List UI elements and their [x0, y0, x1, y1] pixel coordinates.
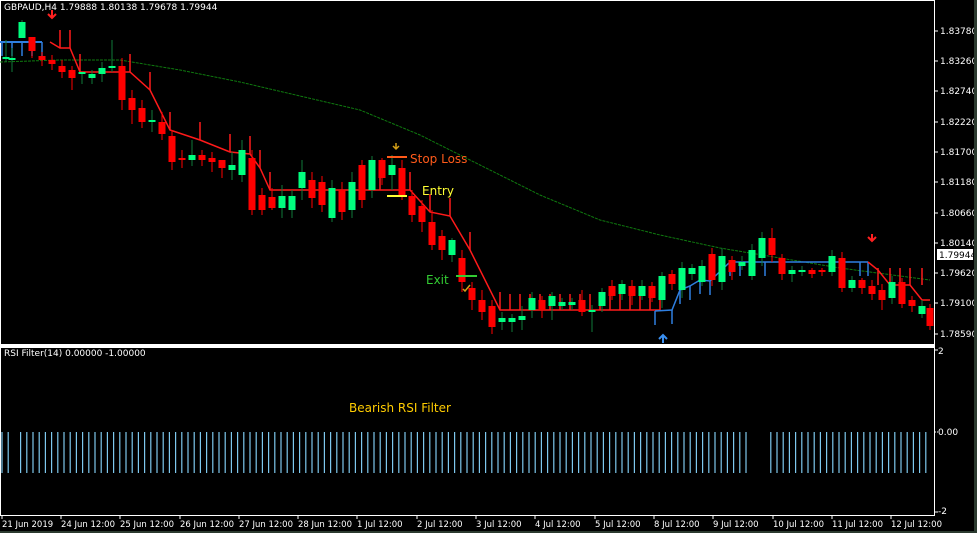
time-label: 21 Jun 2019: [2, 520, 53, 530]
bearish-rsi-annotation: Bearish RSI Filter: [349, 401, 451, 415]
buy-arrow-icon: [658, 333, 668, 343]
current-price-label: 1.79944: [939, 251, 976, 261]
time-label: 8 Jul 12:00: [654, 520, 700, 530]
price-label: 1.79620: [940, 269, 977, 279]
price-label: 1.78590: [940, 330, 977, 340]
time-label: 1 Jul 12:00: [357, 520, 403, 530]
time-label: 27 Jun 12:00: [239, 520, 293, 530]
time-axis: 21 Jun 2019 24 Jun 12:00 25 Jun 12:00 26 Ju…: [1, 515, 942, 530]
price-label: 1.83780: [940, 27, 977, 37]
symbol-header: GBPAUD,H4 1.79888 1.80138 1.79678 1.7994…: [4, 3, 218, 13]
sell-arrow-icon: [47, 10, 57, 20]
stop-loss-label: Stop Loss: [410, 152, 467, 166]
time-label: 4 Jul 12:00: [535, 520, 581, 530]
price-label: 1.82740: [940, 87, 977, 97]
time-label: 10 Jul 12:00: [773, 520, 824, 530]
price-axis: 1.83780 1.83260 1.82740 1.82220 1.81700 1.811…: [935, 27, 977, 340]
signal-arrow-icon: [392, 143, 400, 151]
time-label: 12 Jul 12:00: [891, 520, 942, 530]
indicator-axis-top: 2: [938, 347, 944, 357]
indicator-axis: 2 0.00 -2: [935, 347, 958, 517]
time-label: 25 Jun 12:00: [120, 520, 174, 530]
sell-arrow-icon: [867, 234, 877, 243]
price-label: 1.83260: [940, 57, 977, 67]
indicator-frame: [0, 347, 935, 516]
time-label: 9 Jul 12:00: [713, 520, 759, 530]
time-label: 24 Jun 12:00: [61, 520, 115, 530]
time-label: 5 Jul 12:00: [595, 520, 641, 530]
moving-average-line: [0, 59, 931, 281]
price-label: 1.82220: [940, 118, 977, 128]
price-label: 1.80660: [940, 209, 977, 219]
indicator-axis-zero: 0.00: [938, 428, 958, 438]
price-label: 1.81180: [940, 178, 977, 188]
current-price-marker: 1.79944: [937, 249, 976, 261]
rsi-filter-histogram: [1, 432, 927, 473]
price-label: 1.81700: [940, 148, 977, 158]
time-label: 3 Jul 12:00: [476, 520, 522, 530]
indicator-axis-bottom: -2: [938, 507, 947, 517]
price-label: 1.80140: [940, 239, 977, 249]
time-label: 11 Jul 12:00: [832, 520, 883, 530]
time-label: 28 Jun 12:00: [298, 520, 352, 530]
price-label: 1.79100: [940, 299, 977, 309]
time-label: 2 Jul 12:00: [417, 520, 463, 530]
time-label: 26 Jun 12:00: [180, 520, 234, 530]
checkmark-icon: [462, 284, 471, 293]
exit-label: Exit: [426, 273, 449, 287]
entry-label: Entry: [422, 184, 454, 198]
main-chart-frame: [0, 0, 935, 345]
indicator-title: RSI Filter(14) 0.00000 -1.00000: [4, 349, 146, 359]
candlesticks: [2, 20, 934, 334]
